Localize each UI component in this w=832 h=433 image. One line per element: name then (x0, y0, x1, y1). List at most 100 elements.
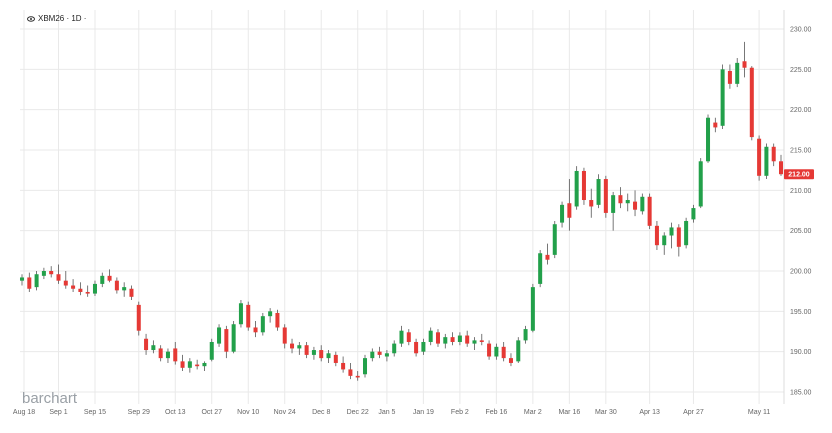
candle (56, 264, 61, 284)
candle (297, 341, 302, 355)
x-tick-label: Mar 2 (524, 409, 542, 416)
y-tick-label: 205.00 (790, 228, 812, 235)
candle (136, 301, 141, 336)
y-tick-label: 200.00 (790, 269, 812, 276)
candle-body (501, 346, 506, 359)
candle-body (435, 332, 440, 344)
candle (625, 193, 630, 212)
candle-body (720, 69, 725, 126)
candle (85, 285, 90, 297)
candle (78, 282, 83, 296)
eye-icon[interactable] (27, 16, 35, 22)
candle-body (662, 235, 667, 246)
candle (523, 325, 528, 344)
candle (742, 41, 747, 78)
candle-body (260, 316, 265, 333)
candle (304, 341, 309, 359)
candle-body (669, 227, 674, 236)
candle-body (545, 254, 550, 260)
last-price-badge: 212.00 (784, 169, 814, 180)
candle-body (581, 170, 586, 201)
x-tick-label: Dec 22 (347, 409, 369, 416)
x-tick-label: Oct 27 (201, 409, 222, 416)
candle-body (187, 361, 192, 368)
candle (713, 117, 718, 133)
x-tick-label: May 11 (748, 409, 771, 416)
candle (596, 174, 601, 209)
candle (392, 340, 397, 357)
candle (662, 232, 667, 255)
candle-body (92, 283, 97, 294)
candle-body (538, 253, 543, 284)
candle (472, 337, 477, 351)
candle (647, 193, 652, 230)
x-tick-label: Mar 30 (595, 409, 617, 416)
candles (19, 41, 784, 381)
candle-body (282, 327, 287, 344)
candle-body (494, 346, 499, 357)
candle-body (27, 277, 32, 289)
candle-body (757, 138, 762, 176)
x-tick-label: Dec 8 (312, 409, 330, 416)
x-tick-label: Jan 19 (413, 409, 434, 416)
candle (290, 338, 295, 354)
barchart-logo: barchart (22, 390, 78, 407)
candle (501, 341, 506, 362)
candle-body (523, 329, 528, 341)
candle-body (443, 337, 448, 344)
candle-body (49, 271, 54, 275)
candle (246, 301, 251, 331)
candle (684, 217, 689, 249)
candle-body (144, 338, 149, 351)
y-tick-label: 195.00 (790, 309, 812, 316)
candle (706, 114, 711, 163)
candle (749, 66, 754, 141)
symbol-label[interactable]: XBM26 · 1D · (38, 14, 86, 23)
candle (114, 277, 119, 294)
candle (231, 321, 236, 354)
candle-body (231, 324, 236, 352)
candle (443, 333, 448, 349)
candle-body (778, 161, 784, 175)
candle-body (618, 195, 623, 204)
candle (100, 272, 105, 288)
candle-body (348, 369, 353, 376)
y-tick-label: 210.00 (790, 188, 812, 195)
candle-body (19, 277, 25, 281)
candle (764, 143, 769, 180)
candle (669, 222, 674, 249)
candle (676, 224, 681, 257)
y-tick-label: 220.00 (790, 107, 812, 114)
candle (479, 333, 484, 346)
candle (516, 337, 521, 363)
candle (92, 280, 97, 297)
candle-body (771, 146, 776, 162)
x-tick-label: Nov 10 (237, 409, 259, 416)
candle-body (633, 201, 638, 210)
candle (63, 271, 68, 289)
candle-body (71, 285, 76, 289)
candle (538, 250, 543, 288)
candle (618, 187, 623, 209)
candle-body (764, 146, 769, 176)
candle-body (253, 327, 258, 333)
candle (268, 308, 273, 323)
candle-body (384, 353, 389, 357)
x-tick-label: Sep 15 (84, 409, 106, 416)
candle (450, 332, 455, 346)
x-tick-label: Oct 13 (165, 409, 186, 416)
candle (735, 58, 740, 88)
candle-body (676, 227, 681, 247)
candle-body (698, 161, 703, 207)
candle (41, 267, 46, 280)
candle (260, 312, 265, 336)
candle (49, 266, 54, 278)
candle (319, 345, 324, 362)
candle (224, 325, 229, 359)
candle (771, 143, 776, 167)
candle-body (487, 343, 492, 357)
candle (377, 346, 382, 359)
candle (333, 351, 338, 367)
